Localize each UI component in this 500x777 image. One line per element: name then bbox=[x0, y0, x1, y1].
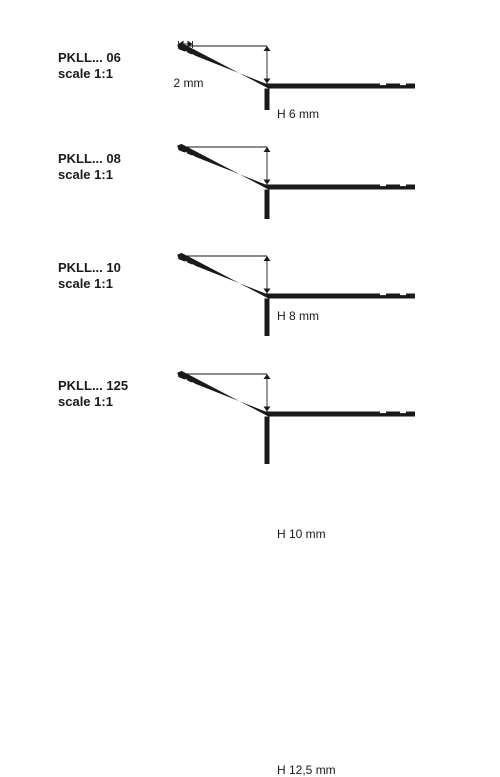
profile-name: PKLL... 08 bbox=[58, 151, 121, 167]
profile-label: PKLL... 10scale 1:1 bbox=[58, 260, 121, 293]
profile-name: PKLL... 06 bbox=[58, 50, 121, 66]
h-dim-label: H 6 mm bbox=[277, 107, 319, 121]
profile-name: PKLL... 10 bbox=[58, 260, 121, 276]
profile-row-125: PKLL... 125scale 1:1H 12,5 mm bbox=[0, 378, 500, 500]
profile-name: PKLL... 125 bbox=[58, 378, 128, 394]
profiles-page: { "background_color": "#ffffff", "stroke… bbox=[0, 0, 500, 500]
h-dim-label: H 10 mm bbox=[277, 527, 326, 541]
profile-outline bbox=[177, 371, 415, 464]
profile-label: PKLL... 125scale 1:1 bbox=[58, 378, 128, 411]
profile-row-06: PKLL... 06scale 1:1 2 mm H 6 mm bbox=[0, 50, 500, 146]
profile-scale: scale 1:1 bbox=[58, 66, 121, 82]
profile-row-08: PKLL... 08scale 1:1H 8 mm bbox=[0, 151, 500, 255]
profile-outline bbox=[177, 253, 415, 336]
h-dim-label: H 12,5 mm bbox=[277, 763, 336, 777]
profile-scale: scale 1:1 bbox=[58, 394, 128, 410]
profile-outline bbox=[177, 43, 415, 110]
profile-drawing bbox=[155, 139, 435, 233]
profile-drawing bbox=[155, 248, 435, 350]
top-dim-label: 2 mm bbox=[167, 76, 211, 90]
profile-drawing bbox=[155, 366, 435, 478]
profile-label: PKLL... 06scale 1:1 bbox=[58, 50, 121, 83]
profile-outline bbox=[177, 144, 415, 219]
profile-label: PKLL... 08scale 1:1 bbox=[58, 151, 121, 184]
profile-scale: scale 1:1 bbox=[58, 167, 121, 183]
profile-scale: scale 1:1 bbox=[58, 276, 121, 292]
profile-row-10: PKLL... 10scale 1:1H 10 mm bbox=[0, 260, 500, 372]
